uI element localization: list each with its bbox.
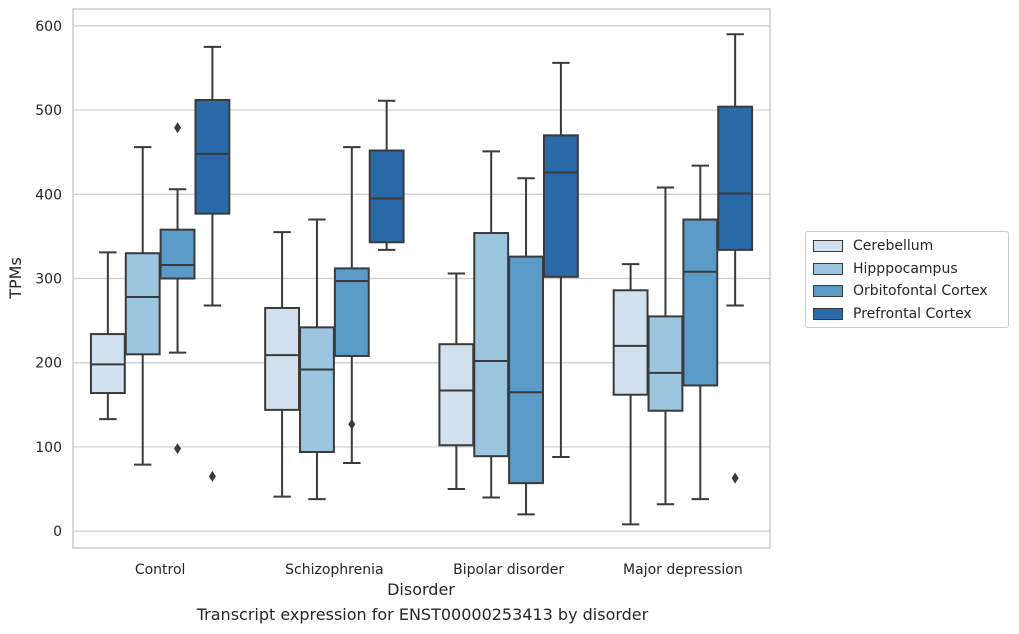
box-2-0 [159,122,196,455]
box-iqr [124,252,161,356]
outlier-point [174,122,182,134]
y-ticks: 0 100 200 300 400 500 600 [35,19,62,540]
box-1-2 [473,150,510,499]
box-1-0 [124,146,161,466]
x-tick-label: Bipolar disorder [453,562,564,578]
legend-label: Hipppocampus [853,260,958,277]
box-iqr [194,98,231,215]
box-iqr [368,149,405,244]
box-iqr [612,289,649,396]
x-tick-label: Control [135,562,186,578]
legend-swatch-prefrontal [813,307,843,320]
box-3-0 [194,45,231,482]
legend-label: Orbitofontal Cortex [853,283,988,300]
legend-swatch-orbitofrontal [813,285,843,298]
box-iqr [717,105,754,251]
box-iqr [473,232,510,458]
box-2-1 [333,146,370,464]
x-axis-label: Disorder [387,580,455,599]
y-tick-label: 100 [35,440,62,456]
box-0-0 [89,251,126,421]
box-iqr [299,326,335,453]
box-3-3 [717,33,754,484]
box-iqr [647,315,684,412]
box-iqr [438,343,475,447]
outlier-point [348,418,356,430]
box-3-1 [368,99,405,251]
box-0-3 [612,263,649,526]
x-tick-label: Major depression [623,562,743,578]
outlier-point [208,470,216,482]
box-2-2 [508,177,544,516]
box-0-2 [438,272,475,491]
y-tick-label: 300 [35,272,62,288]
plot-frame [72,8,771,549]
x-ticks: Control Schizophrenia Bipolar disorder Majo… [135,562,743,578]
y-tick-label: 600 [35,19,62,35]
y-axis-label: TPMs [6,257,25,300]
y-tick-label: 500 [35,103,62,119]
box-iqr [542,134,579,278]
legend: Cerebellum Hipppocampus Orbitofontal Cor… [805,231,1009,328]
box-2-3 [682,164,719,501]
box-iqr [333,267,370,357]
y-tick-label: 200 [35,356,62,372]
box-1-1 [299,218,335,501]
legend-label: Cerebellum [853,238,934,255]
box-iqr [264,306,301,411]
legend-item-hippocampus: Hipppocampus [806,258,1008,281]
box-3-2 [542,61,579,459]
legend-item-orbitofrontal: Orbitofontal Cortex [806,280,1008,303]
x-tick-label: Schizophrenia [285,562,383,578]
box-1-3 [647,186,684,506]
legend-label: Prefrontal Cortex [853,305,972,322]
legend-item-prefrontal: Prefrontal Cortex [806,303,1008,326]
legend-swatch-hippocampus [813,262,843,275]
legend-item-cerebellum: Cerebellum [806,235,1008,258]
box-iqr [508,255,544,485]
box-iqr [159,228,196,280]
box-0-1 [264,231,301,498]
chart-caption: Transcript expression for ENST0000025341… [196,605,649,624]
box-iqr [682,218,719,387]
outlier-point [731,472,739,484]
legend-swatch-cerebellum [813,240,843,253]
boxes [89,33,754,526]
outlier-point [174,443,182,455]
y-tick-label: 400 [35,187,62,203]
y-tick-label: 0 [53,524,62,540]
